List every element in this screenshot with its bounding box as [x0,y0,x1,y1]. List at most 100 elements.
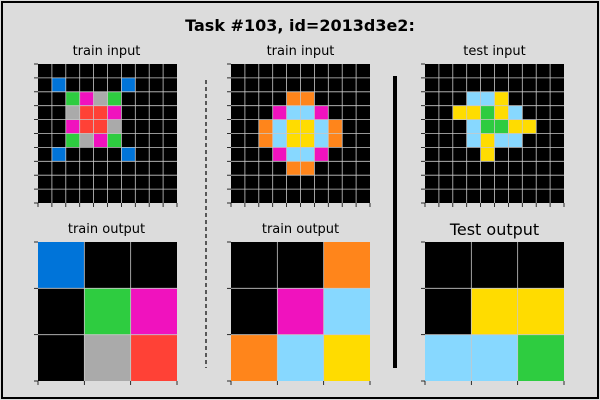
grid-cell [508,91,523,106]
grid-cell [480,189,495,203]
grid-cell [135,77,150,92]
grid-cell [517,288,564,335]
grid-cell [550,189,564,203]
grid-cell [93,161,108,176]
grid-cell [425,161,439,176]
grid-cell [286,64,301,78]
grid-cell [121,175,136,190]
grid-cell [480,77,495,92]
grid-cell [272,189,287,203]
grid-cell [93,175,108,190]
grid-cell [342,105,357,120]
grid-cell [149,105,164,120]
grid-cell [425,91,439,106]
grid-cell [163,189,177,203]
grid-cell [328,77,343,92]
grid-cell [522,175,537,190]
grid-cell [300,189,315,203]
grid-cell [342,189,357,203]
panel-title-train-output-1: train output [67,222,146,237]
grid-cell [107,105,122,120]
grid-cell [231,147,245,162]
grid-cell [452,147,467,162]
grid-cell [244,105,259,120]
grid-cell [550,119,564,134]
grid-cell [328,119,343,134]
grid-cell [536,133,551,148]
grid-cell [163,105,177,120]
grid-cell [79,105,94,120]
grid-cell [121,147,136,162]
grid-cell [452,189,467,203]
panel-title-train-input-2: train input [266,44,335,59]
figure-title: Task #103, id=2013d3e2: [185,16,415,35]
solid-separator [393,76,397,368]
grid-cell [107,77,122,92]
grid-cell [356,77,370,92]
grid-cell [272,105,287,120]
grid-cell [231,334,278,381]
grid-cell [135,133,150,148]
grid-cell [149,77,164,92]
grid-cell [84,242,131,289]
grid-cell [93,147,108,162]
grid-cell [65,64,80,78]
grid-cell [536,189,551,203]
grid-cell [244,119,259,134]
grid-cell [79,119,94,134]
grid-cell [536,64,551,78]
grid-cell [508,161,523,176]
grid-cell [522,133,537,148]
grid-cell [342,77,357,92]
grid-train-input-2 [227,63,371,207]
grid-cell [452,91,467,106]
grid-cell [356,175,370,190]
grid-cell [93,91,108,106]
grid-cell [149,175,164,190]
grid-cell [300,91,315,106]
grid-cell [536,147,551,162]
grid-cell [51,77,66,92]
grid-cell [480,147,495,162]
grid-cell [149,119,164,134]
grid-cell [466,105,481,120]
grid-cell [425,288,472,335]
grid-cell [107,147,122,162]
grid-cell [163,133,177,148]
grid-cell [425,105,439,120]
grid-cell [356,64,370,78]
grid-test-output [421,241,565,385]
grid-cell [550,147,564,162]
grid-cell [93,77,108,92]
grid-cell [314,77,329,92]
grid-cell [438,189,453,203]
panel-title-train-output-2: train output [261,222,340,237]
grid-cell [79,161,94,176]
grid-cell [300,119,315,134]
grid-cell [130,334,177,381]
grid-cell [51,175,66,190]
grid-cell [231,288,278,335]
grid-cell [323,242,370,289]
grid-cell [38,77,52,92]
grid-cell [480,119,495,134]
grid-cell [522,189,537,203]
grid-cell [314,64,329,78]
grid-cell [272,64,287,78]
grid-cell [121,119,136,134]
grid-cell [536,161,551,176]
grid-test-input [421,63,565,207]
grid-cell [471,288,518,335]
grid-cell [258,147,273,162]
grid-cell [163,175,177,190]
grid-cell [107,119,122,134]
grid-cell [231,242,278,289]
grid-cell [342,175,357,190]
grid-cell [272,77,287,92]
grid-cell [79,133,94,148]
grid-cell [466,147,481,162]
grid-cell [65,77,80,92]
grid-cell [425,133,439,148]
grid-cell [272,133,287,148]
